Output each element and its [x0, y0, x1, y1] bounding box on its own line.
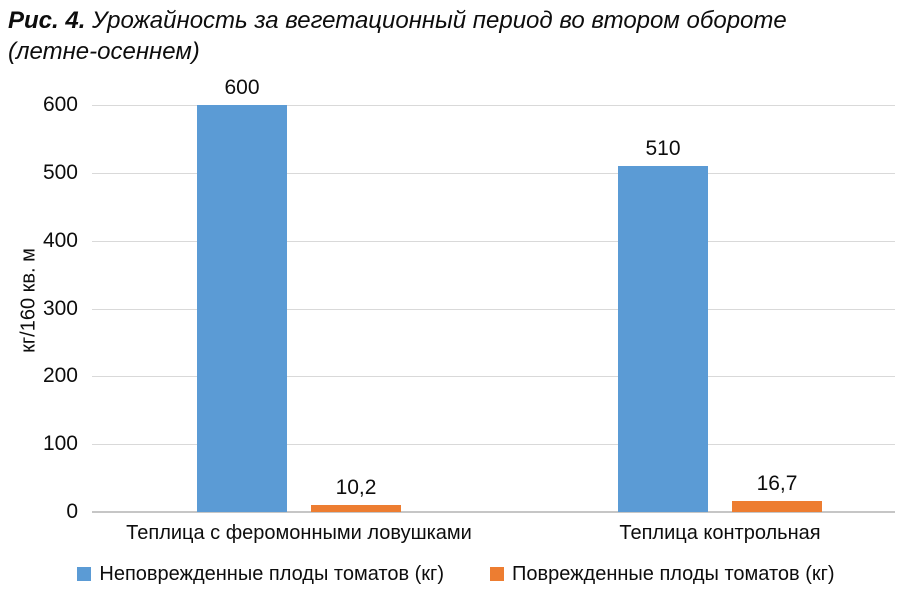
gridline — [92, 105, 895, 106]
figure-caption-prefix: Рис. 4. — [8, 7, 86, 34]
legend-item: Поврежденные плоды томатов (кг) — [490, 563, 835, 586]
bar-value-label: 510 — [645, 137, 681, 160]
bar — [732, 501, 822, 512]
y-tick-label: 100 — [42, 432, 78, 455]
legend-marker-icon — [490, 567, 504, 581]
bar — [197, 105, 287, 512]
y-tick-label: 0 — [66, 500, 78, 523]
figure-caption-line1: Рис. 4. Урожайность за вегетационный пер… — [8, 5, 888, 36]
legend-label: Неповрежденные плоды томатов (кг) — [99, 562, 444, 585]
y-tick-label: 600 — [42, 93, 78, 116]
category-label: Теплица с феромонными ловушками — [126, 522, 472, 544]
category-label: Теплица контрольная — [619, 522, 821, 544]
gridline — [92, 309, 895, 310]
legend-label: Поврежденные плоды томатов (кг) — [512, 562, 835, 585]
bar-value-label: 10,2 — [335, 476, 377, 499]
bar-value-label: 16,7 — [756, 472, 798, 495]
y-tick-label: 200 — [42, 364, 78, 387]
y-tick-label: 500 — [42, 161, 78, 184]
gridline — [92, 376, 895, 377]
x-axis-line — [92, 511, 895, 513]
figure-caption: Рис. 4. Урожайность за вегетационный пер… — [8, 5, 888, 67]
bar — [311, 505, 401, 512]
figure-caption-line2: (летне-осеннем) — [8, 38, 200, 65]
figure-caption-text: Урожайность за вегетационный период во в… — [92, 7, 787, 34]
bar — [618, 166, 708, 512]
y-tick-label: 300 — [42, 297, 78, 320]
gridline — [92, 241, 895, 242]
bar-value-label: 600 — [224, 76, 260, 99]
legend-marker-icon — [77, 567, 92, 581]
y-tick-label: 400 — [42, 229, 78, 252]
legend: Неповрежденные плоды томатов (кг) Поврежд… — [0, 558, 912, 590]
gridline — [92, 444, 895, 445]
gridline — [92, 173, 895, 174]
legend-item: Неповрежденные плоды томатов (кг) — [77, 563, 444, 586]
